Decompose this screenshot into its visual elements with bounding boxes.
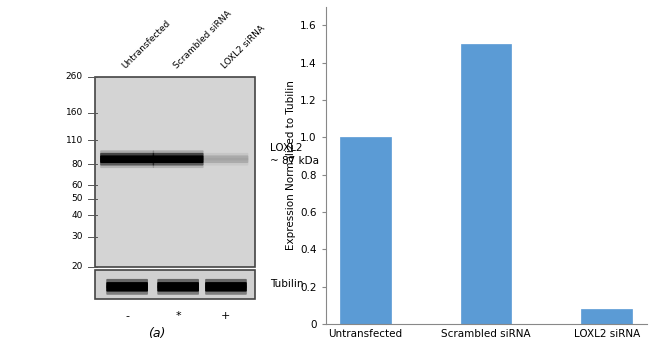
FancyBboxPatch shape (100, 155, 154, 163)
FancyBboxPatch shape (205, 279, 247, 288)
Text: 40: 40 (72, 211, 83, 220)
Bar (582, 309, 632, 324)
Text: 160: 160 (66, 108, 83, 117)
Text: LOXL2 siRNA: LOXL2 siRNA (220, 24, 266, 70)
Text: (a): (a) (148, 327, 165, 340)
FancyBboxPatch shape (106, 282, 148, 292)
FancyBboxPatch shape (153, 155, 203, 163)
Text: -: - (125, 311, 129, 321)
Text: 80: 80 (72, 160, 83, 168)
FancyBboxPatch shape (203, 158, 248, 165)
Text: Scrambled siRNA: Scrambled siRNA (172, 9, 233, 70)
FancyBboxPatch shape (100, 150, 154, 158)
FancyBboxPatch shape (205, 285, 247, 295)
Text: ~ 87 kDa: ~ 87 kDa (270, 156, 319, 166)
FancyBboxPatch shape (205, 282, 247, 292)
Bar (340, 137, 391, 324)
FancyBboxPatch shape (153, 153, 203, 161)
Text: 20: 20 (72, 262, 83, 271)
FancyBboxPatch shape (153, 158, 203, 165)
Bar (96, 270, 255, 299)
FancyBboxPatch shape (153, 150, 203, 158)
Text: 260: 260 (66, 72, 83, 81)
FancyBboxPatch shape (106, 279, 148, 288)
FancyBboxPatch shape (203, 155, 248, 163)
Bar (461, 44, 512, 324)
FancyBboxPatch shape (106, 285, 148, 295)
Text: 110: 110 (66, 136, 83, 145)
FancyBboxPatch shape (157, 285, 199, 295)
Y-axis label: Expression Normalized to Tubilin: Expression Normalized to Tubilin (286, 80, 296, 250)
Text: Untransfected: Untransfected (121, 18, 173, 70)
Text: +: + (221, 311, 231, 321)
Text: 60: 60 (72, 181, 83, 190)
FancyBboxPatch shape (100, 153, 154, 161)
Text: 30: 30 (72, 232, 83, 241)
FancyBboxPatch shape (157, 282, 199, 292)
FancyBboxPatch shape (100, 161, 154, 168)
Text: Tubilin: Tubilin (270, 279, 304, 289)
Text: LOXL2: LOXL2 (270, 144, 302, 153)
FancyBboxPatch shape (203, 153, 248, 161)
FancyBboxPatch shape (153, 161, 203, 168)
Bar (96, 77, 255, 267)
Text: *: * (176, 311, 181, 321)
FancyBboxPatch shape (157, 279, 199, 288)
Text: 50: 50 (72, 194, 83, 203)
FancyBboxPatch shape (100, 158, 154, 165)
